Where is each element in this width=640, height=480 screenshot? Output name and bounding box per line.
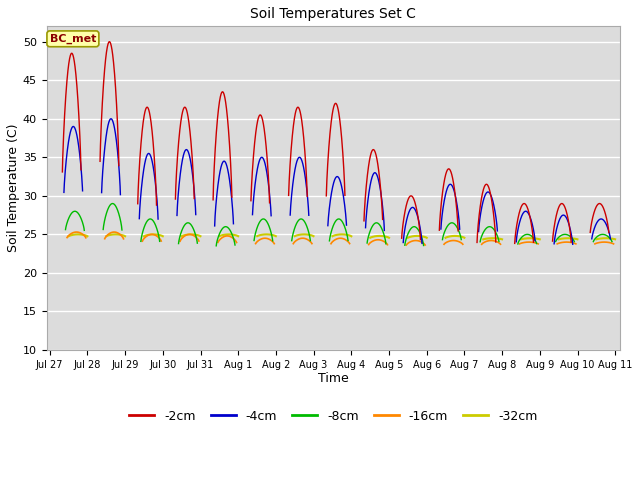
Y-axis label: Soil Temperature (C): Soil Temperature (C) — [7, 124, 20, 252]
X-axis label: Time: Time — [318, 372, 349, 385]
Legend: -2cm, -4cm, -8cm, -16cm, -32cm: -2cm, -4cm, -8cm, -16cm, -32cm — [124, 405, 543, 428]
Text: BC_met: BC_met — [50, 34, 96, 44]
Title: Soil Temperatures Set C: Soil Temperatures Set C — [250, 7, 416, 21]
